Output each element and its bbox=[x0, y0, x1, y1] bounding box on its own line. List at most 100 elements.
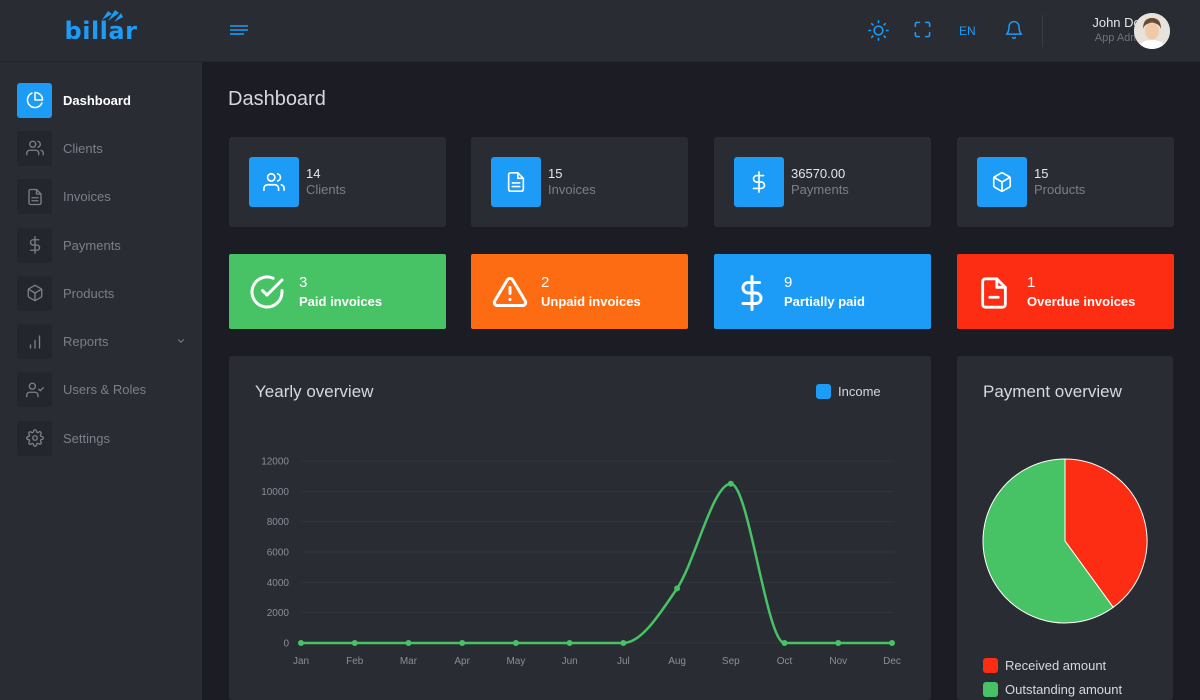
sidebar-item-label: Payments bbox=[63, 237, 121, 253]
logo-text: billar bbox=[64, 16, 138, 45]
legend-label: Outstanding amount bbox=[1005, 682, 1123, 697]
x-tick-label: Dec bbox=[883, 656, 901, 667]
status-value: 3 bbox=[299, 274, 308, 291]
pie-slice-outstanding[interactable] bbox=[982, 458, 1114, 624]
income-data-point[interactable] bbox=[351, 640, 358, 646]
pie-chart bbox=[982, 458, 1148, 624]
logo-area: billar bbox=[0, 0, 202, 62]
x-tick-label: Jul bbox=[617, 656, 630, 667]
sidebar-item-products[interactable]: Products bbox=[0, 269, 202, 317]
income-data-point[interactable] bbox=[405, 640, 412, 646]
income-data-point[interactable] bbox=[835, 640, 842, 646]
sidebar-item-invoices[interactable]: Invoices bbox=[0, 173, 202, 221]
stat-label: Payments bbox=[791, 182, 849, 197]
income-data-point[interactable] bbox=[620, 640, 627, 646]
header-divider bbox=[1042, 15, 1043, 47]
box-icon bbox=[977, 157, 1027, 207]
legend-swatch bbox=[983, 682, 998, 697]
legend-outstanding[interactable]: Outstanding amount bbox=[983, 682, 1122, 697]
x-tick-label: May bbox=[506, 656, 525, 667]
avatar[interactable] bbox=[1134, 13, 1170, 49]
dollar-icon bbox=[734, 157, 784, 207]
sidebar: billar Dashboard Clients Invoices Paym bbox=[0, 0, 202, 700]
sidebar-item-label: Products bbox=[63, 285, 115, 301]
income-series-line bbox=[301, 482, 892, 645]
y-tick-label: 2000 bbox=[267, 608, 290, 619]
sidebar-item-label: Dashboard bbox=[63, 92, 131, 108]
panel-title: Payment overview bbox=[983, 382, 1122, 401]
status-card-unpaid[interactable]: 2 Unpaid invoices bbox=[471, 254, 688, 329]
status-value: 1 bbox=[1027, 274, 1036, 291]
legend-label: Income bbox=[838, 384, 881, 399]
stat-card-invoices[interactable]: 15 Invoices bbox=[471, 137, 688, 227]
stat-card-products[interactable]: 15 Products bbox=[957, 137, 1174, 227]
bell-icon[interactable] bbox=[1004, 20, 1024, 40]
sidebar-item-label: Users & Roles bbox=[63, 382, 147, 398]
status-value: 9 bbox=[784, 274, 793, 291]
y-tick-label: 6000 bbox=[267, 548, 290, 559]
sidebar-item-reports[interactable]: Reports bbox=[0, 317, 202, 365]
logo[interactable]: billar bbox=[64, 9, 138, 45]
income-data-point[interactable] bbox=[566, 640, 573, 646]
x-tick-label: Nov bbox=[829, 656, 847, 667]
x-tick-label: Mar bbox=[400, 656, 418, 667]
sun-icon[interactable] bbox=[868, 20, 889, 41]
sidebar-item-settings[interactable]: Settings bbox=[0, 414, 202, 462]
income-data-point[interactable] bbox=[727, 480, 734, 487]
menu-toggle-icon[interactable] bbox=[230, 24, 248, 38]
panel-title: Yearly overview bbox=[255, 382, 374, 401]
status-card-overdue[interactable]: 1 Overdue invoices bbox=[957, 254, 1174, 329]
legend-income[interactable]: Income bbox=[816, 384, 881, 399]
x-tick-label: Sep bbox=[722, 656, 740, 667]
income-data-point[interactable] bbox=[674, 585, 681, 592]
chevron-down-icon bbox=[177, 339, 185, 344]
check-circle-icon bbox=[250, 275, 284, 309]
income-data-point[interactable] bbox=[781, 640, 788, 646]
stat-value: 14 bbox=[306, 166, 321, 181]
legend-label: Received amount bbox=[1005, 658, 1107, 673]
status-card-partial[interactable]: 9 Partially paid bbox=[714, 254, 931, 329]
income-data-point[interactable] bbox=[298, 640, 304, 646]
status-value: 2 bbox=[541, 274, 550, 291]
pie-slice-received[interactable] bbox=[1064, 458, 1148, 609]
status-label: Paid invoices bbox=[299, 294, 383, 309]
status-label: Overdue invoices bbox=[1027, 294, 1136, 309]
file-minus-icon bbox=[981, 277, 1007, 309]
stat-value: 15 bbox=[548, 166, 563, 181]
users-icon bbox=[17, 130, 52, 166]
document-icon bbox=[491, 157, 541, 207]
fullscreen-icon[interactable] bbox=[913, 20, 932, 39]
dollar-icon bbox=[741, 275, 763, 311]
y-tick-label: 10000 bbox=[261, 487, 289, 498]
sidebar-item-label: Clients bbox=[63, 140, 103, 156]
income-data-point[interactable] bbox=[512, 640, 519, 646]
x-tick-label: Aug bbox=[668, 656, 686, 667]
users-icon bbox=[249, 157, 299, 207]
sidebar-item-clients[interactable]: Clients bbox=[0, 124, 202, 172]
stat-card-payments[interactable]: 36570.00 Payments bbox=[714, 137, 931, 227]
line-chart: 0 2000 4000 6000 8000 10000 12000 Jan Feb Mar Apr M… bbox=[261, 457, 901, 668]
page-title: Dashboard bbox=[228, 88, 326, 110]
legend-swatch bbox=[983, 658, 998, 673]
sidebar-item-dashboard[interactable]: Dashboard bbox=[0, 76, 202, 124]
status-card-paid[interactable]: 3 Paid invoices bbox=[229, 254, 446, 329]
gear-icon bbox=[17, 420, 52, 456]
stat-label: Products bbox=[1034, 182, 1086, 197]
x-tick-label: Jan bbox=[293, 656, 309, 667]
income-data-point[interactable] bbox=[459, 640, 466, 646]
stat-card-clients[interactable]: 14 Clients bbox=[229, 137, 446, 227]
language-selector[interactable]: EN bbox=[959, 24, 976, 38]
x-tick-label: Feb bbox=[346, 656, 364, 667]
sidebar-item-users-roles[interactable]: Users & Roles bbox=[0, 366, 202, 414]
y-tick-label: 4000 bbox=[267, 578, 290, 589]
sidebar-item-payments[interactable]: Payments bbox=[0, 221, 202, 269]
legend-received[interactable]: Received amount bbox=[983, 658, 1106, 673]
bar-chart-icon bbox=[17, 324, 52, 360]
top-header: EN John Doe App Admin bbox=[202, 0, 1200, 62]
stat-label: Invoices bbox=[548, 182, 596, 197]
income-data-point[interactable] bbox=[889, 640, 895, 646]
user-check-icon bbox=[17, 372, 52, 408]
document-icon bbox=[17, 179, 52, 215]
status-label: Partially paid bbox=[784, 294, 865, 309]
sidebar-item-label: Reports bbox=[63, 334, 109, 350]
